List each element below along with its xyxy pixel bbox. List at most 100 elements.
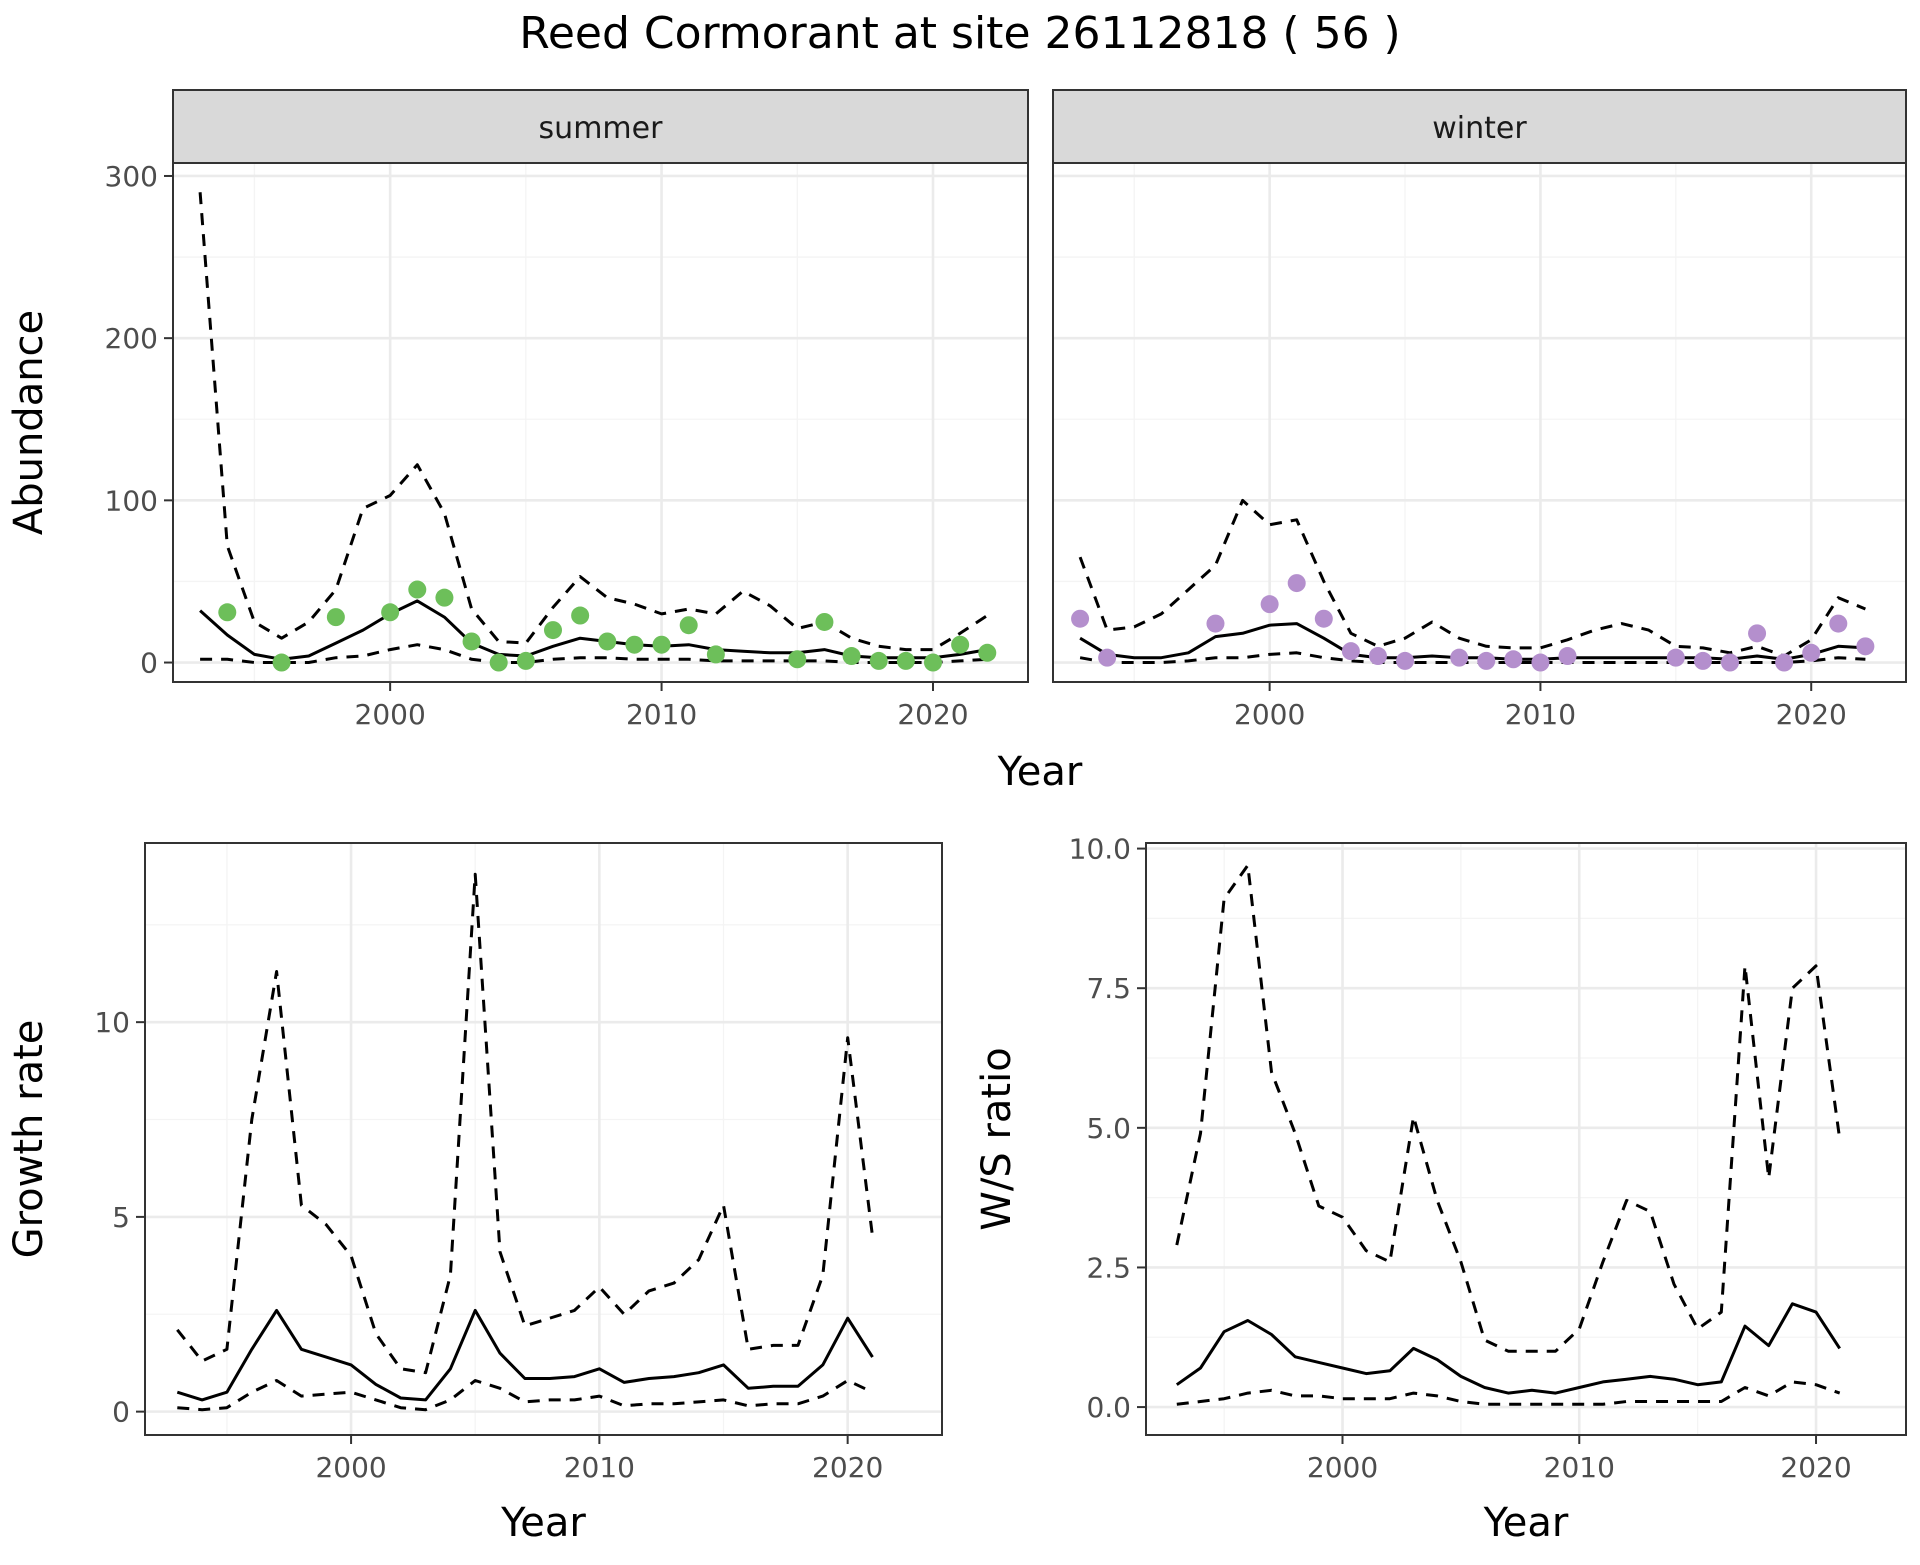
data-point: [1693, 651, 1712, 670]
x-tick-label: 2000: [355, 698, 426, 731]
data-point: [516, 651, 535, 670]
y-tick-label: 5: [112, 1201, 130, 1234]
data-point: [218, 603, 237, 622]
y-tick-label: 200: [105, 322, 158, 355]
data-point: [1260, 595, 1279, 614]
data-point: [326, 608, 345, 627]
panel-border: [1052, 162, 1907, 683]
y-tick-label: 10.0: [1069, 833, 1131, 866]
data-point: [706, 645, 725, 664]
data-point: [435, 588, 454, 607]
main-title: Reed Cormorant at site 26112818 ( 56 ): [519, 8, 1400, 59]
data-point: [544, 621, 562, 640]
data-point: [896, 651, 915, 670]
data-point: [1314, 609, 1333, 628]
data-point: [1666, 648, 1685, 667]
plot-area: [1071, 498, 1875, 672]
x-tick-label: 2000: [1234, 698, 1305, 731]
data-point: [1856, 637, 1875, 656]
strip-box: [1052, 89, 1907, 164]
data-point: [679, 616, 698, 635]
ci-bound-line: [198, 192, 989, 652]
data-point: [1368, 647, 1387, 666]
ci-bound-line: [200, 643, 988, 664]
x-tick-label: 2010: [1544, 1451, 1615, 1484]
y-axis-title: Abundance: [6, 310, 52, 535]
data-point: [489, 653, 508, 672]
strip-label: winter: [1432, 111, 1527, 146]
data-point: [1802, 643, 1821, 662]
data-point: [1341, 642, 1360, 661]
data-point: [1450, 648, 1469, 667]
data-point: [1504, 650, 1523, 669]
data-point: [1720, 653, 1739, 672]
y-tick-label: 0: [112, 1396, 130, 1429]
y-axis-title: Growth rate: [6, 1020, 52, 1259]
y-tick-label: 10: [94, 1006, 130, 1039]
panel-border: [172, 162, 1029, 683]
y-axis-title: W/S ratio: [974, 1047, 1020, 1230]
data-point: [869, 651, 888, 670]
strip-box: [172, 89, 1029, 164]
ci-bound-line: [1175, 863, 1842, 1353]
data-point: [625, 635, 644, 654]
data-point: [1775, 653, 1794, 672]
data-point: [1206, 614, 1225, 633]
x-axis-title-shared: Year: [997, 749, 1083, 795]
data-point: [788, 650, 807, 669]
ci-bound-line: [1078, 498, 1866, 658]
x-axis-title: Year: [500, 1500, 586, 1546]
data-point: [978, 643, 997, 662]
y-tick-label: 0: [140, 647, 158, 680]
x-tick-label: 2000: [1307, 1451, 1378, 1484]
plot-area: [176, 872, 874, 1412]
data-point: [1748, 624, 1767, 643]
data-point: [571, 606, 590, 625]
strip-label: summer: [539, 111, 664, 146]
data-point: [1477, 651, 1496, 670]
y-tick-label: 2.5: [1086, 1251, 1131, 1284]
data-point: [951, 635, 970, 654]
data-point: [462, 632, 481, 651]
plot-area: [198, 192, 997, 672]
estimate-line: [1079, 622, 1866, 661]
panel-growth: 2000 2010 2020 0 5 10 Growth rate Year: [6, 842, 943, 1546]
data-point: [381, 603, 400, 622]
ci-bound-line: [177, 1379, 874, 1412]
data-point: [1829, 614, 1848, 633]
data-point: [1531, 653, 1550, 672]
data-point: [924, 653, 942, 672]
data-point: [652, 635, 671, 654]
panel-border: [144, 842, 943, 1436]
x-tick-label: 2020: [897, 698, 968, 731]
plot-area: [1175, 863, 1842, 1406]
data-point: [1287, 574, 1306, 593]
y-tick-label: 100: [105, 484, 158, 517]
y-tick-label: 7.5: [1086, 972, 1131, 1005]
x-tick-label: 2020: [1780, 1451, 1851, 1484]
data-point: [598, 632, 617, 651]
data-point: [842, 647, 861, 666]
y-tick-label: 0.0: [1086, 1391, 1131, 1424]
panel-border: [1145, 842, 1907, 1436]
estimate-line: [1175, 1302, 1841, 1395]
ci-bound-line: [176, 872, 874, 1375]
x-tick-label: 2020: [1776, 698, 1847, 731]
y-tick-label: 5.0: [1086, 1112, 1131, 1145]
x-tick-label: 2010: [1505, 698, 1576, 731]
x-axis-title: Year: [1483, 1500, 1569, 1546]
x-tick-label: 2010: [564, 1451, 635, 1484]
x-tick-label: 2020: [812, 1451, 883, 1484]
data-point: [1098, 648, 1117, 667]
panel-winter: winter 2000 2010 2020: [1052, 89, 1907, 731]
estimate-line: [176, 1308, 874, 1402]
ci-bound-line: [1176, 1380, 1841, 1406]
data-point: [272, 653, 291, 672]
x-tick-label: 2010: [626, 698, 697, 731]
data-point: [408, 580, 427, 599]
data-point: [815, 612, 834, 631]
data-point: [1396, 651, 1415, 670]
panel-ws_ratio: 2000 2010 2020 0.0 2.5 5.0 7.5 10.0 W/S ratio Yea…: [974, 833, 1907, 1546]
panel-summer: summer 2000 2010 2020 0 100 200 300 Abundance: [6, 89, 1029, 731]
